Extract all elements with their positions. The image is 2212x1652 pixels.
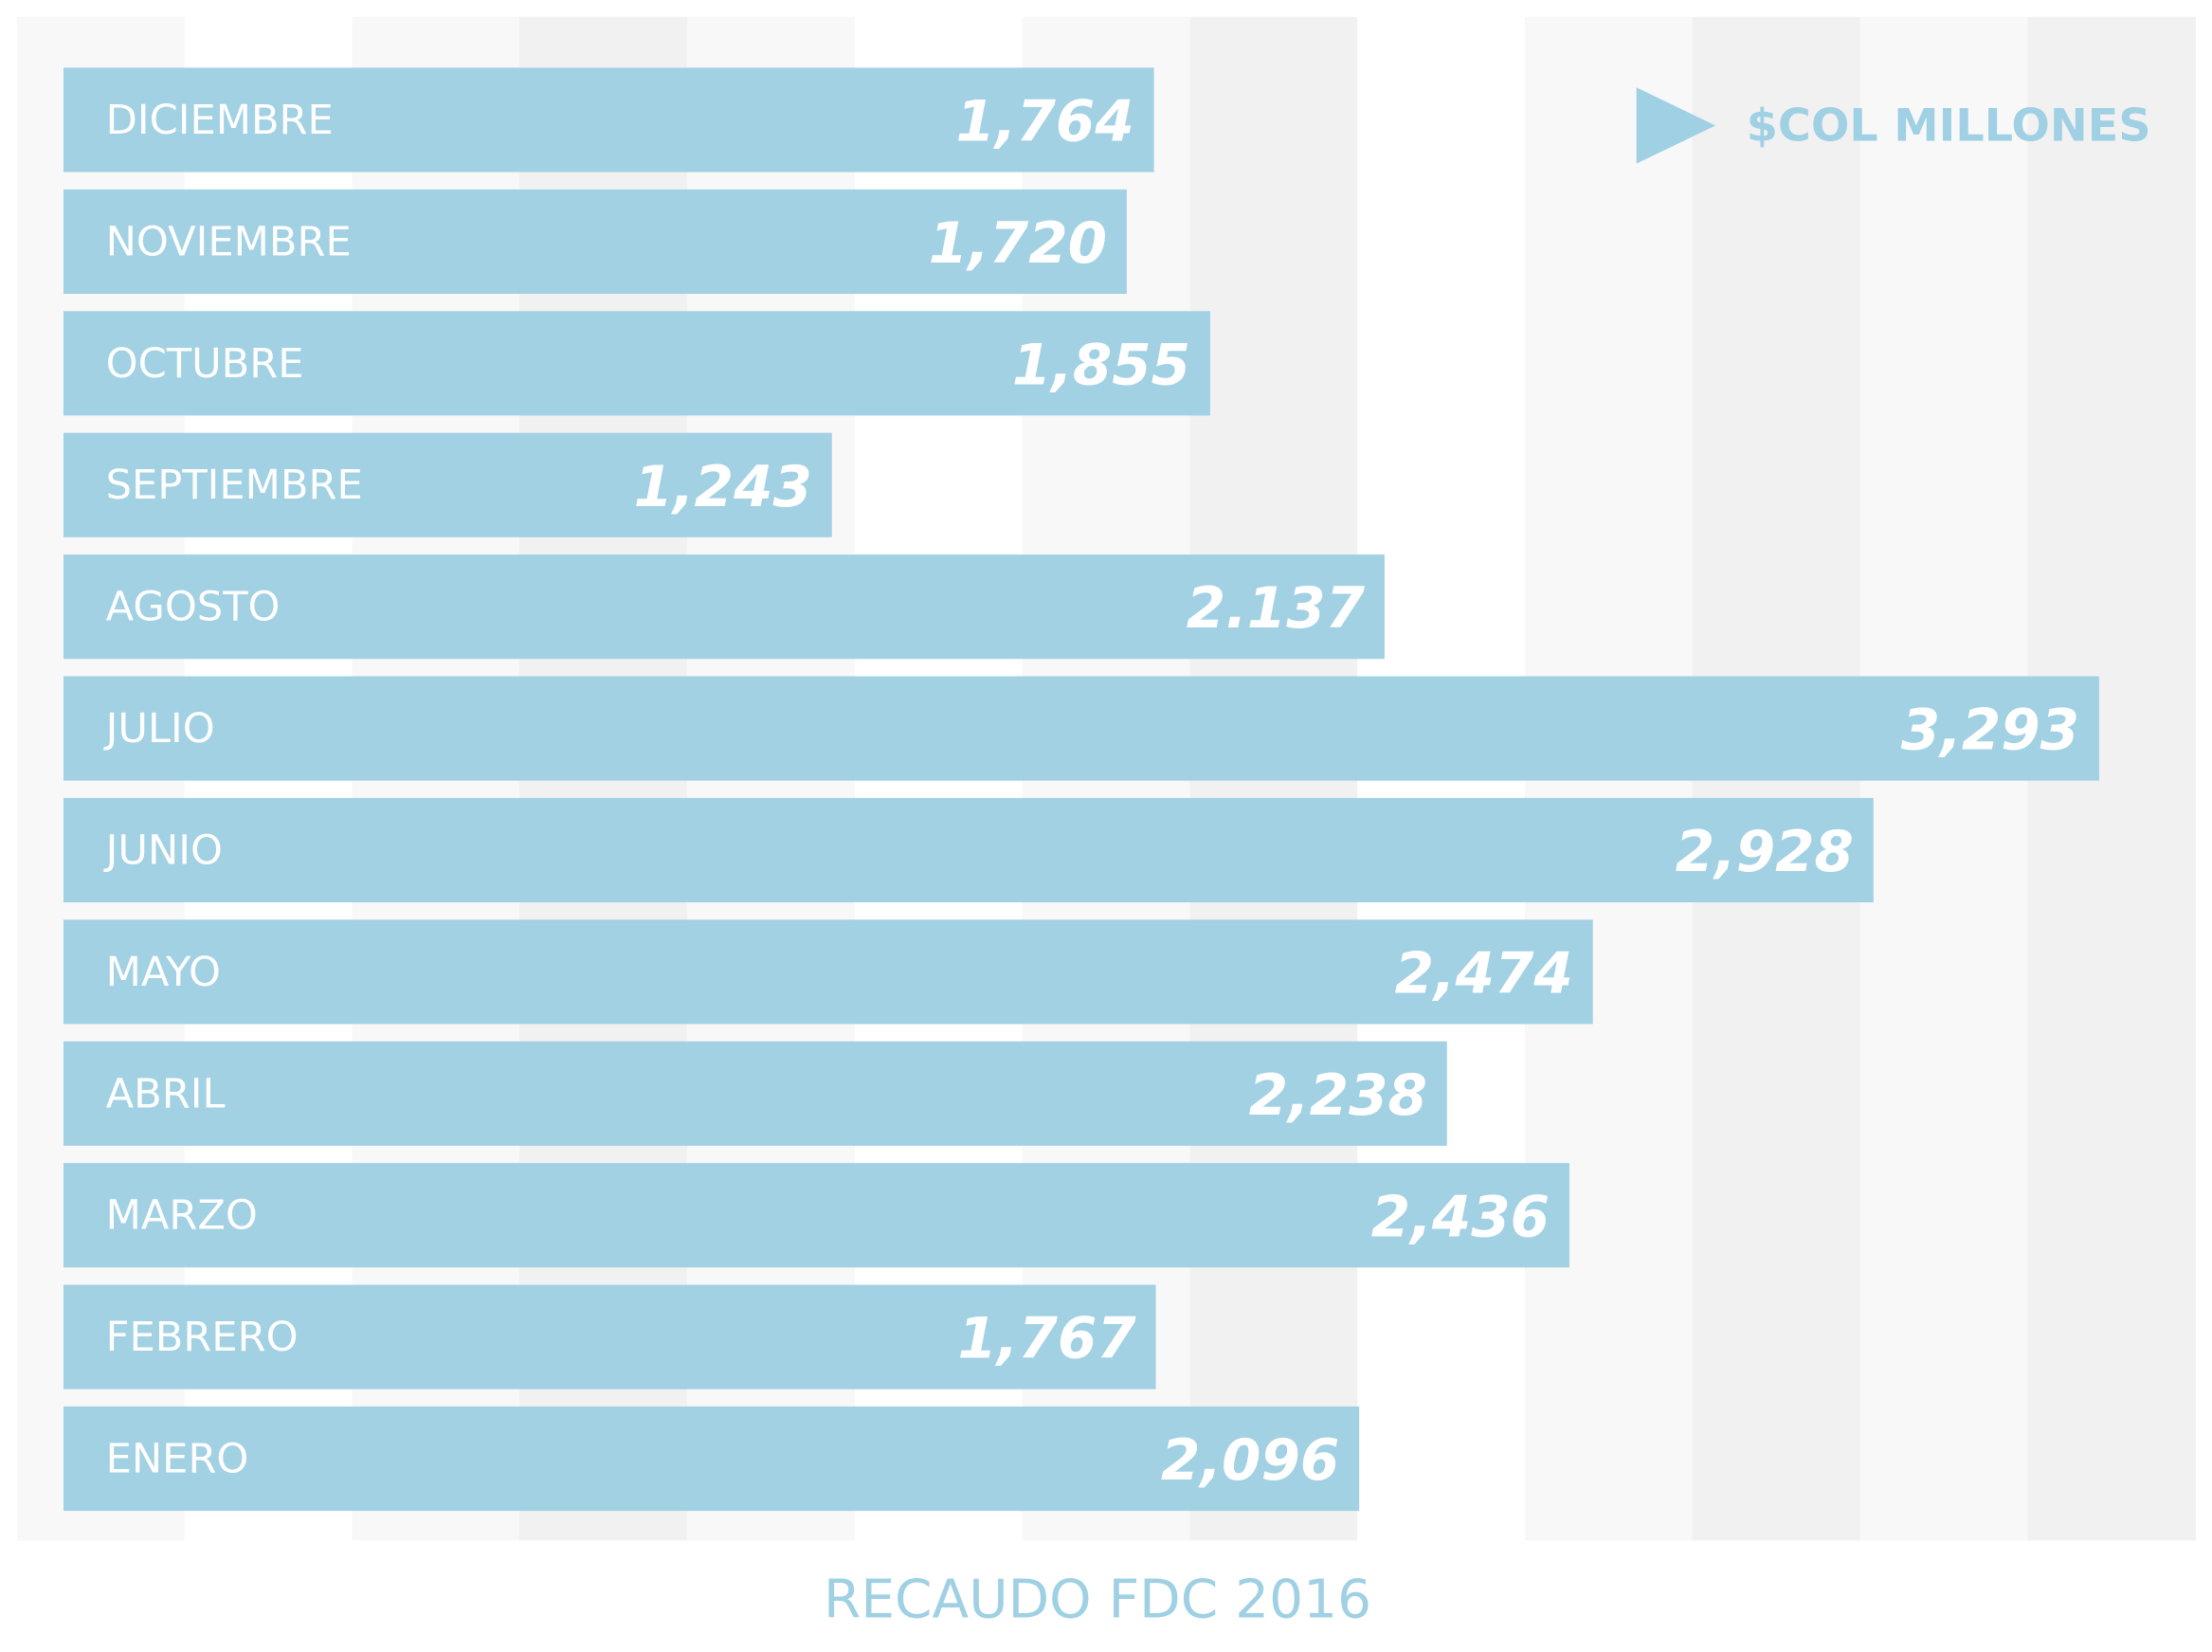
category-label: SEPTIEMBRE — [106, 462, 363, 509]
bar — [63, 1406, 1360, 1512]
bar — [63, 67, 1154, 172]
category-label: NOVIEMBRE — [106, 218, 352, 265]
legend-marker — [1636, 87, 1716, 164]
value-label: 2,474 — [1395, 941, 1573, 1007]
category-label: JUNIO — [103, 826, 223, 874]
category-label: ABRIL — [106, 1070, 226, 1117]
bar — [63, 189, 1127, 295]
legend-label: $COL MILLONES — [1747, 100, 2151, 152]
bar — [63, 676, 2099, 781]
value-label: 2,096 — [1161, 1428, 1339, 1494]
value-label: 1,767 — [957, 1307, 1136, 1372]
bar — [63, 797, 1874, 903]
category-label: MARZO — [106, 1192, 258, 1240]
category-label: DICIEMBRE — [106, 97, 334, 144]
category-label: MAYO — [106, 949, 221, 996]
category-label: ENERO — [106, 1436, 249, 1483]
bar — [63, 1041, 1447, 1146]
bar — [63, 554, 1385, 660]
value-label: 1,764 — [955, 90, 1133, 155]
value-label: 1,855 — [1012, 333, 1190, 398]
bar — [63, 432, 832, 537]
value-label: 1,243 — [634, 455, 812, 520]
category-label: FEBRERO — [106, 1314, 299, 1361]
value-label: 2,928 — [1676, 820, 1854, 885]
value-label: 2,238 — [1249, 1063, 1427, 1129]
bar — [63, 1284, 1156, 1389]
category-label: OCTUBRE — [106, 340, 304, 388]
value-label: 1,720 — [929, 211, 1107, 277]
value-label: 2,436 — [1371, 1185, 1550, 1250]
bar — [63, 919, 1593, 1025]
value-label: 3,293 — [1901, 699, 2079, 764]
value-label: 2.137 — [1187, 576, 1366, 642]
category-label: AGOSTO — [106, 584, 281, 631]
category-label: JULIO — [103, 705, 215, 753]
bar — [63, 311, 1210, 416]
bar — [63, 1163, 1569, 1268]
chart-title: RECAUDO FDC 2016 — [824, 1569, 1371, 1631]
